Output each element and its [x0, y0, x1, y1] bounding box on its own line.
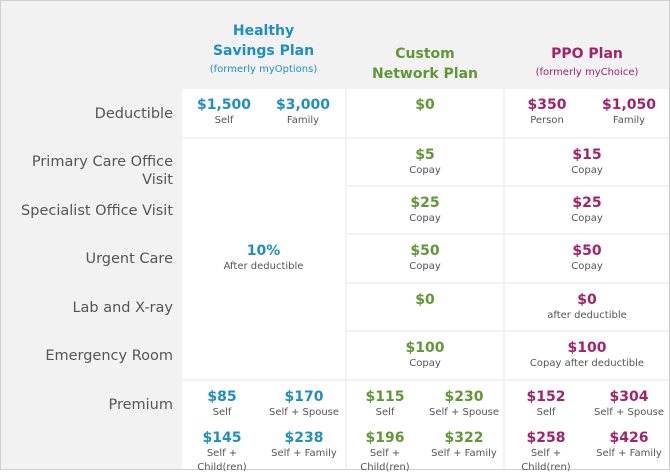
coinsurance-amount: 10% — [246, 243, 281, 259]
hsp-premium-cell: $85 Self $170 Self + Spouse $145 Self + … — [182, 381, 345, 473]
ppo-lab-xray-cell: $0 after deductible — [505, 284, 669, 330]
copay-amount: $5 — [415, 147, 435, 163]
copay-amount: $50 — [410, 243, 440, 259]
copay-note: Copay after deductible — [529, 358, 645, 369]
deductible-amount: $1,500 — [196, 97, 252, 113]
premium-tier: Self + Child(ren) — [521, 448, 571, 473]
custom-emergency-room-cell: $100 Copay — [347, 332, 503, 379]
premium-amount: $304 — [609, 389, 649, 405]
copay-amount: $25 — [410, 195, 440, 211]
custom-urgent-care-cell: $50 Copay — [347, 235, 503, 282]
copay-note: after deductible — [547, 310, 627, 321]
premium-amount: $85 — [207, 389, 237, 405]
copay-note: Copay — [409, 261, 441, 272]
row-label-lab-xray: Lab and X-ray — [72, 300, 173, 316]
ppo-premium-cell: $152 Self $304 Self + Spouse $258 Self +… — [505, 381, 669, 473]
ppo-emergency-room-cell: $100 Copay after deductible — [505, 332, 669, 379]
header-custom-network-plan: Custom Network Plan — [347, 44, 503, 84]
premium-tier: Self + Child(ren) — [197, 448, 247, 473]
row-label-emergency-room: Emergency Room — [45, 348, 173, 364]
premium-tier: Self + Spouse — [268, 407, 340, 418]
deductible-label: Family — [286, 115, 320, 126]
copay-note: Copay — [571, 165, 603, 176]
row-label-specialist: Specialist Office Visit — [21, 203, 173, 219]
copay-amount: $0 — [577, 292, 597, 308]
plan-title: Savings Plan — [212, 43, 315, 59]
hsp-deductible-cell: $1,500 Self $3,000 Family — [182, 89, 345, 137]
deductible-amount: $1,050 — [601, 97, 657, 113]
premium-tier: Self — [536, 407, 556, 418]
copay-amount: $15 — [572, 147, 602, 163]
deductible-label: Family — [612, 115, 646, 126]
deductible-amount: $0 — [415, 97, 435, 113]
custom-premium-cell: $115 Self $230 Self + Spouse $196 Self +… — [347, 381, 503, 473]
deductible-amount: $350 — [527, 97, 567, 113]
deductible-label: Person — [530, 115, 564, 126]
premium-amount: $115 — [365, 389, 405, 405]
row-label-deductible: Deductible — [94, 106, 173, 122]
plan-title: Network Plan — [371, 66, 479, 82]
premium-amount: $230 — [444, 389, 484, 405]
row-label-urgent-care: Urgent Care — [85, 251, 173, 267]
premium-amount: $258 — [526, 430, 566, 446]
premium-amount: $426 — [609, 430, 649, 446]
premium-tier: Self + Family — [431, 448, 497, 459]
header-healthy-savings-plan: Healthy Savings Plan (formerly myOptions… — [182, 21, 345, 78]
premium-amount: $196 — [365, 430, 405, 446]
row-label-premium: Premium — [108, 397, 173, 413]
deductible-label: Self — [214, 115, 234, 126]
custom-specialist-cell: $25 Copay — [347, 187, 503, 233]
premium-amount: $238 — [284, 430, 324, 446]
copay-note: Copay — [409, 358, 441, 369]
plan-subtitle: (formerly myChoice) — [535, 67, 639, 78]
plan-title: Healthy — [232, 23, 295, 39]
deductible-amount: $3,000 — [275, 97, 331, 113]
premium-tier: Self — [375, 407, 395, 418]
hsp-services-cell: 10% After deductible — [182, 139, 345, 379]
premium-amount: $145 — [202, 430, 242, 446]
premium-tier: Self + Child(ren) — [360, 448, 410, 473]
copay-amount: $50 — [572, 243, 602, 259]
copay-note: Copay — [409, 213, 441, 224]
premium-tier: Self — [212, 407, 232, 418]
copay-note: Copay — [571, 213, 603, 224]
plan-subtitle: (formerly myOptions) — [209, 64, 318, 75]
custom-lab-xray-cell: $0 — [347, 284, 503, 330]
premium-tier: Self + Spouse — [593, 407, 665, 418]
copay-note: Copay — [571, 261, 603, 272]
copay-amount: $25 — [572, 195, 602, 211]
premium-amount: $170 — [284, 389, 324, 405]
premium-amount: $152 — [526, 389, 566, 405]
plan-title: Custom — [395, 46, 455, 62]
row-label-primary-care: Primary Care Office Visit — [31, 154, 173, 188]
copay-note: Copay — [409, 165, 441, 176]
custom-primary-care-cell: $5 Copay — [347, 139, 503, 185]
custom-deductible-cell: $0 — [347, 89, 503, 137]
header-ppo-plan: PPO Plan (formerly myChoice) — [505, 44, 669, 81]
coinsurance-note: After deductible — [223, 261, 304, 272]
premium-tier: Self + Family — [271, 448, 337, 459]
copay-amount: $100 — [567, 340, 607, 356]
ppo-primary-care-cell: $15 Copay — [505, 139, 669, 185]
ppo-specialist-cell: $25 Copay — [505, 187, 669, 233]
premium-amount: $322 — [444, 430, 484, 446]
premium-tier: Self + Family — [596, 448, 662, 459]
copay-amount: $0 — [415, 292, 435, 308]
premium-tier: Self + Spouse — [428, 407, 500, 418]
ppo-deductible-cell: $350 Person $1,050 Family — [505, 89, 669, 137]
ppo-urgent-care-cell: $50 Copay — [505, 235, 669, 282]
copay-amount: $100 — [405, 340, 445, 356]
plan-title: PPO Plan — [551, 46, 623, 62]
